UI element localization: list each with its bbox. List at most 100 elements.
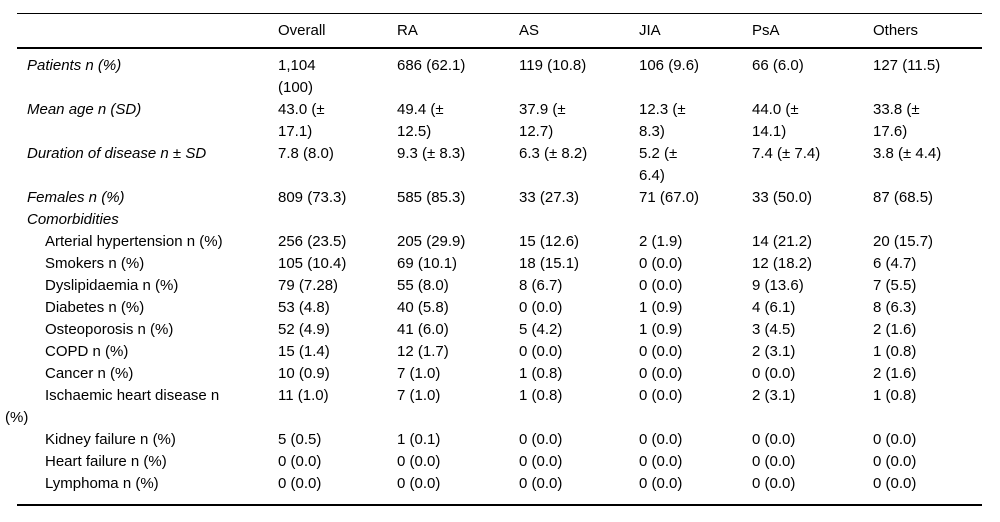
table-row: COPD n (%) 15 (1.4) 12 (1.7) 0 (0.0) 0 (… bbox=[5, 341, 995, 363]
row-label: Cancer n (%) bbox=[45, 365, 134, 382]
table-cell bbox=[397, 209, 519, 231]
table-row: Duration of disease n ± SD 7.8 (8.0) 9.3… bbox=[5, 143, 995, 187]
table-cell: 1 (0.8) bbox=[519, 365, 563, 382]
row-label: Females n (%) bbox=[27, 189, 125, 206]
table-header-row: Overall RA AS JIA PsA Others bbox=[5, 14, 995, 47]
table-cell: 1 (0.8) bbox=[873, 387, 917, 404]
table-cell: 127 (11.5) bbox=[873, 57, 941, 74]
table-cell: 119 (10.8) bbox=[519, 57, 587, 74]
column-header-psa: PsA bbox=[752, 21, 780, 39]
table-row: Mean age n (SD) 43.0 (± 17.1) 49.4 (± 12… bbox=[5, 99, 995, 143]
table-cell: 0 (0.0) bbox=[639, 453, 683, 470]
table-cell: 1 (0.9) bbox=[639, 321, 683, 338]
table-cell: 0 (0.0) bbox=[752, 475, 796, 492]
table-cell: 41 (6.0) bbox=[397, 321, 449, 338]
table-cell: 43.0 (± 17.1) bbox=[278, 101, 325, 140]
table-cell: 14 (21.2) bbox=[752, 233, 813, 250]
table-cell: 0 (0.0) bbox=[397, 475, 441, 492]
table-cell: 33 (27.3) bbox=[519, 189, 580, 206]
table-cell: 686 (62.1) bbox=[397, 57, 466, 74]
table-header-rule bbox=[17, 47, 982, 49]
row-label: Comorbidities bbox=[27, 211, 119, 228]
row-label: Duration of disease n ± SD bbox=[27, 145, 207, 162]
table-cell: 55 (8.0) bbox=[397, 277, 449, 294]
table-top-rule bbox=[17, 13, 982, 14]
row-label: COPD n (%) bbox=[45, 343, 129, 360]
table-cell: 1 (0.9) bbox=[639, 299, 683, 316]
table-cell: 0 (0.0) bbox=[752, 453, 796, 470]
table-cell: 53 (4.8) bbox=[278, 299, 330, 316]
table-cell: 7.8 (8.0) bbox=[278, 145, 334, 162]
table-cell: 0 (0.0) bbox=[639, 431, 683, 448]
table-body: Patients n (%) 1,104 (100) 686 (62.1) 11… bbox=[5, 49, 995, 504]
table-row: Patients n (%) 1,104 (100) 686 (62.1) 11… bbox=[5, 55, 995, 99]
table-cell: 12 (1.7) bbox=[397, 343, 449, 360]
table-row: Smokers n (%) 105 (10.4) 69 (10.1) 18 (1… bbox=[5, 253, 995, 275]
table-row: Lymphoma n (%) 0 (0.0) 0 (0.0) 0 (0.0) 0… bbox=[5, 473, 995, 495]
table-cell: 205 (29.9) bbox=[397, 233, 466, 250]
table-cell: 71 (67.0) bbox=[639, 189, 700, 206]
table-cell: 7 (5.5) bbox=[873, 277, 917, 294]
table-cell: 9 (13.6) bbox=[752, 277, 804, 294]
table-cell: 20 (15.7) bbox=[873, 233, 934, 250]
row-label: Dyslipidaemia n (%) bbox=[45, 277, 179, 294]
table-cell: 0 (0.0) bbox=[873, 431, 917, 448]
table-cell: 4 (6.1) bbox=[752, 299, 796, 316]
table-cell bbox=[873, 209, 995, 231]
column-header-jia: JIA bbox=[639, 21, 661, 39]
table-cell: 7.4 (± 7.4) bbox=[752, 145, 821, 162]
table-cell: 0 (0.0) bbox=[873, 453, 917, 470]
table-cell: 8 (6.7) bbox=[519, 277, 563, 294]
table-cell: 2 (3.1) bbox=[752, 343, 796, 360]
table-cell: 40 (5.8) bbox=[397, 299, 449, 316]
table-cell: 87 (68.5) bbox=[873, 189, 934, 206]
row-label: Ischaemic heart disease n (%) bbox=[5, 387, 220, 426]
table-cell: 7 (1.0) bbox=[397, 387, 441, 404]
table-cell: 1,104 (100) bbox=[278, 57, 316, 96]
table-cell: 69 (10.1) bbox=[397, 255, 458, 272]
table-cell: 9.3 (± 8.3) bbox=[397, 145, 466, 162]
table-cell: 0 (0.0) bbox=[752, 365, 796, 382]
table-cell: 18 (15.1) bbox=[519, 255, 580, 272]
table-cell: 33 (50.0) bbox=[752, 189, 813, 206]
table-cell: 7 (1.0) bbox=[397, 365, 441, 382]
table-cell: 5 (0.5) bbox=[278, 431, 322, 448]
table-cell: 6 (4.7) bbox=[873, 255, 917, 272]
table-row: Comorbidities bbox=[5, 209, 995, 231]
table-cell: 0 (0.0) bbox=[873, 475, 917, 492]
table-cell: 585 (85.3) bbox=[397, 189, 466, 206]
table-cell: 0 (0.0) bbox=[639, 343, 683, 360]
table-cell: 1 (0.1) bbox=[397, 431, 441, 448]
row-label: Patients n (%) bbox=[27, 57, 122, 74]
row-label: Diabetes n (%) bbox=[45, 299, 145, 316]
table-cell: 0 (0.0) bbox=[519, 299, 563, 316]
table-cell: 0 (0.0) bbox=[639, 387, 683, 404]
table-cell: 10 (0.9) bbox=[278, 365, 330, 382]
table-cell: 12.3 (± 8.3) bbox=[639, 101, 686, 140]
table-cell: 44.0 (± 14.1) bbox=[752, 101, 799, 140]
table-cell: 49.4 (± 12.5) bbox=[397, 101, 444, 140]
table-cell: 6.3 (± 8.2) bbox=[519, 145, 588, 162]
column-header-ra: RA bbox=[397, 21, 418, 39]
table-cell: 5.2 (± 6.4) bbox=[639, 145, 678, 184]
table-cell: 0 (0.0) bbox=[397, 453, 441, 470]
table-row: Females n (%) 809 (73.3) 585 (85.3) 33 (… bbox=[5, 187, 995, 209]
table-cell: 2 (3.1) bbox=[752, 387, 796, 404]
table-row: Kidney failure n (%) 5 (0.5) 1 (0.1) 0 (… bbox=[5, 429, 995, 451]
row-label: Smokers n (%) bbox=[45, 255, 145, 272]
table-cell: 0 (0.0) bbox=[639, 255, 683, 272]
table-cell: 0 (0.0) bbox=[519, 475, 563, 492]
table-cell: 2 (1.6) bbox=[873, 365, 917, 382]
table-cell bbox=[639, 209, 752, 231]
row-label: Heart failure n (%) bbox=[45, 453, 167, 470]
table-cell: 5 (4.2) bbox=[519, 321, 563, 338]
table-cell: 105 (10.4) bbox=[278, 255, 347, 272]
table-cell: 0 (0.0) bbox=[519, 431, 563, 448]
table-cell: 0 (0.0) bbox=[519, 343, 563, 360]
row-label: Arterial hypertension n (%) bbox=[45, 233, 223, 250]
row-label: Osteoporosis n (%) bbox=[45, 321, 174, 338]
table-cell: 52 (4.9) bbox=[278, 321, 330, 338]
table-row: Osteoporosis n (%) 52 (4.9) 41 (6.0) 5 (… bbox=[5, 319, 995, 341]
column-header-as: AS bbox=[519, 21, 540, 39]
